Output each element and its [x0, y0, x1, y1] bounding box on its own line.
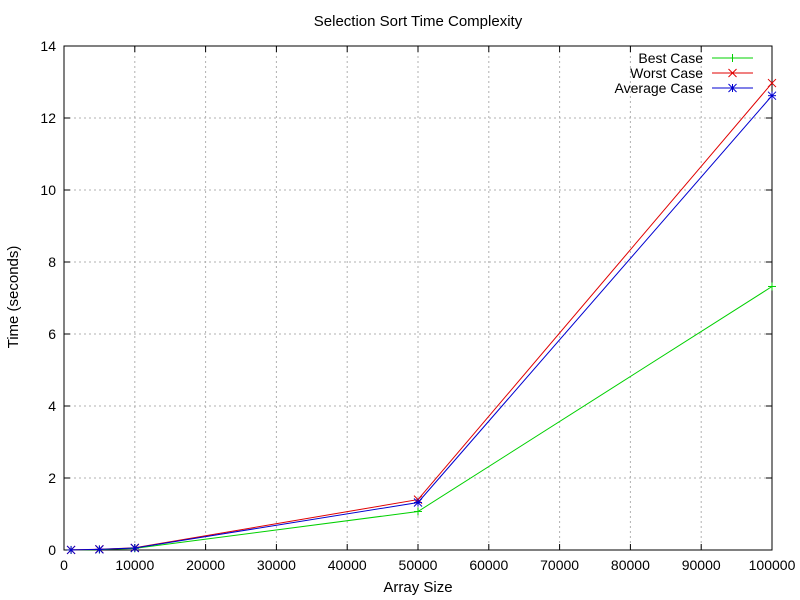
x-tick-label: 100000	[749, 557, 796, 573]
legend-label-average-case: Average Case	[615, 80, 704, 96]
x-tick-label: 0	[60, 557, 68, 573]
plot-border	[63, 45, 773, 551]
series-line-worst-case	[71, 82, 773, 551]
y-tick-label: 2	[48, 470, 56, 486]
x-tick-label: 10000	[115, 557, 154, 573]
x-tick-label: 90000	[682, 557, 721, 573]
data-point-average-case	[767, 91, 777, 101]
series-layer	[66, 78, 777, 555]
series-line-average-case	[71, 95, 773, 551]
y-tick-label: 6	[48, 326, 56, 342]
y-tick-label: 10	[40, 182, 56, 198]
legend-label-worst-case: Worst Case	[630, 65, 703, 81]
x-axis-label: Array Size	[383, 579, 452, 596]
y-axis-label: Time (seconds)	[5, 246, 22, 349]
y-tick-label: 14	[40, 38, 56, 54]
x-tick-label: 30000	[257, 557, 296, 573]
axes: 0 10000 20000 30000 40000 50000 60000 70000 8000…	[40, 38, 795, 573]
data-point-worst-case	[767, 78, 777, 88]
data-point-average-case	[66, 545, 76, 555]
y-tick-label: 8	[48, 254, 56, 270]
legend-marker-worst-case	[728, 68, 737, 78]
y-tick-label: 4	[48, 398, 56, 414]
legend-marker-best-case	[728, 54, 737, 62]
x-tick-label: 40000	[328, 557, 367, 573]
data-point-average-case	[95, 544, 104, 554]
series-line-best-case	[71, 286, 773, 551]
x-tick-label: 70000	[540, 557, 579, 573]
y-tick-label: 0	[48, 542, 56, 558]
data-point-average-case	[413, 498, 423, 507]
chart-title: Selection Sort Time Complexity	[314, 13, 523, 30]
x-tick-label: 80000	[611, 557, 650, 573]
data-point-best-case	[414, 507, 422, 516]
x-tick-label: 60000	[469, 557, 508, 573]
grid	[64, 46, 772, 550]
legend-label-best-case: Best Case	[638, 50, 703, 66]
data-point-best-case	[768, 282, 776, 291]
legend-marker-average-case	[728, 83, 737, 93]
x-tick-label: 20000	[186, 557, 225, 573]
y-tick-label: 12	[40, 110, 56, 126]
data-point-average-case	[130, 543, 140, 553]
x-tick-label: 50000	[399, 557, 438, 573]
